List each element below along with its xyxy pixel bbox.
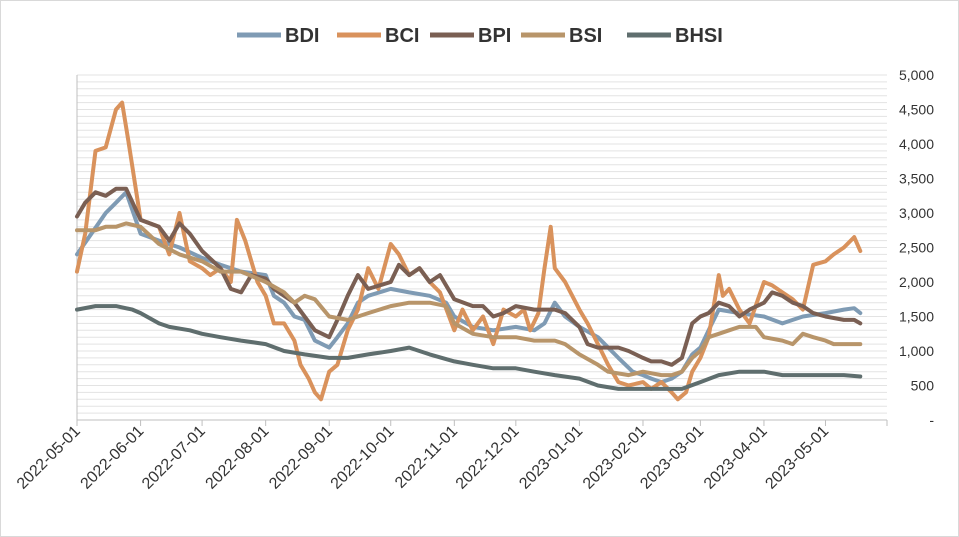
legend-label: BCI <box>385 25 419 47</box>
y-tick-label: 1,000 <box>899 343 934 359</box>
legend-label: BPI <box>478 25 511 47</box>
chart-legend: BDI BCI BPI BSI BHSI <box>237 25 723 47</box>
x-tick-label: 2022-07-01 <box>139 423 209 493</box>
y-axis: - 500 1,000 1,500 2,000 2,500 3,000 3,500 4,000 4… <box>899 67 934 428</box>
y-tick-label: - <box>929 412 934 428</box>
y-tick-label: 2,500 <box>899 240 934 256</box>
y-tick-label: 500 <box>911 378 935 394</box>
y-tick-label: 5,000 <box>899 67 934 83</box>
legend-item-bsi: BSI <box>521 25 602 47</box>
x-tick-label: 2022-11-01 <box>392 423 461 492</box>
x-tick-label: 2023-05-01 <box>762 423 832 493</box>
series-line-bpi <box>75 186 863 367</box>
series-line-bhsi <box>75 304 863 391</box>
x-tick-label: 2022-06-01 <box>78 423 148 493</box>
legend-item-bdi: BDI <box>237 25 319 47</box>
series-lines <box>75 100 863 402</box>
x-tick-label: 2023-04-01 <box>701 423 771 493</box>
series-line-bci <box>75 100 863 402</box>
series-line-bsi <box>75 221 863 378</box>
x-tick-label: 2022-10-01 <box>328 423 398 493</box>
legend-item-bci: BCI <box>337 25 419 47</box>
legend-label: BSI <box>569 25 602 47</box>
legend-item-bhsi: BHSI <box>627 25 723 47</box>
x-tick-label: 2022-08-01 <box>203 423 273 493</box>
legend-label: BDI <box>285 25 319 47</box>
y-tick-label: 4,000 <box>899 136 934 152</box>
x-tick-label: 2022-09-01 <box>266 423 336 493</box>
y-tick-label: 3,000 <box>899 205 934 221</box>
x-tick-label: 2022-12-01 <box>453 423 523 493</box>
legend-item-bpi: BPI <box>430 25 511 47</box>
y-tick-label: 1,500 <box>899 309 934 325</box>
y-tick-label: 2,000 <box>899 274 934 290</box>
series-line-bdi <box>75 190 863 385</box>
y-tick-label: 3,500 <box>899 171 934 187</box>
legend-label: BHSI <box>675 25 723 47</box>
x-tick-label: 2023-01-01 <box>516 423 586 493</box>
x-axis: 2022-05-012022-06-012022-07-012022-08-01… <box>14 75 888 493</box>
y-tick-label: 4,500 <box>899 102 934 118</box>
x-tick-label: 2022-05-01 <box>14 423 84 493</box>
gridlines <box>77 74 887 414</box>
